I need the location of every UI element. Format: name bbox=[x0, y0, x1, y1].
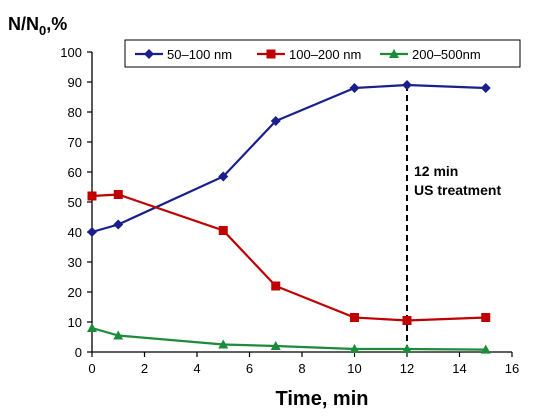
data-point-marker bbox=[402, 316, 412, 325]
x-tick-label: 8 bbox=[298, 361, 305, 376]
series-line bbox=[91, 193, 486, 322]
y-axis-label: N/N0,% bbox=[8, 14, 67, 38]
x-tick-label: 2 bbox=[141, 361, 148, 376]
y-tick-label: 20 bbox=[68, 285, 82, 300]
y-tick-label: 50 bbox=[68, 195, 82, 210]
series-line bbox=[91, 326, 486, 351]
data-point-marker bbox=[480, 344, 491, 354]
data-point-marker bbox=[87, 191, 97, 201]
data-point-marker bbox=[113, 219, 124, 230]
x-tick-label: 12 bbox=[400, 361, 414, 376]
data-point-marker bbox=[481, 313, 491, 322]
series-group bbox=[87, 80, 491, 237]
data-point-marker bbox=[389, 49, 399, 58]
x-tick-label: 0 bbox=[88, 361, 95, 376]
x-tick-label: 14 bbox=[452, 361, 466, 376]
data-point-marker bbox=[349, 83, 360, 93]
legend-box bbox=[124, 39, 521, 68]
x-tick-label: 10 bbox=[347, 361, 361, 376]
data-point-marker bbox=[402, 344, 412, 353]
data-point-marker bbox=[218, 226, 228, 235]
data-point-marker bbox=[144, 49, 154, 59]
legend-label: 50–100 nm bbox=[167, 47, 232, 62]
legend-label: 200–500nm bbox=[412, 47, 481, 62]
data-point-marker bbox=[87, 323, 97, 332]
data-point-marker bbox=[218, 339, 229, 349]
y-tick-label: 30 bbox=[68, 255, 82, 270]
y-tick-label: 100 bbox=[60, 45, 82, 60]
legend-label: 100–200 nm bbox=[289, 47, 361, 62]
data-point-marker bbox=[270, 116, 281, 126]
series-group bbox=[87, 323, 491, 354]
series-line bbox=[91, 83, 486, 234]
series-group bbox=[87, 190, 491, 325]
y-axis-label-subscript: 0 bbox=[39, 23, 46, 38]
y-tick-label: 80 bbox=[68, 105, 82, 120]
data-point-marker bbox=[402, 80, 412, 90]
data-point-marker bbox=[266, 49, 276, 59]
annotation-text: 12 min bbox=[414, 163, 458, 179]
data-point-marker bbox=[113, 190, 123, 199]
y-tick-label: 10 bbox=[68, 315, 82, 330]
data-point-marker bbox=[349, 344, 360, 353]
y-tick-label: 0 bbox=[75, 345, 82, 360]
x-tick-label: 16 bbox=[505, 361, 519, 376]
data-point-marker bbox=[480, 83, 491, 93]
y-tick-label: 40 bbox=[68, 225, 82, 240]
data-point-marker bbox=[87, 227, 97, 237]
data-point-marker bbox=[113, 330, 124, 340]
x-tick-label: 4 bbox=[193, 361, 200, 376]
data-point-marker bbox=[270, 341, 281, 350]
data-point-marker bbox=[218, 171, 229, 182]
x-axis-label: Time, min bbox=[276, 388, 369, 410]
data-point-marker bbox=[350, 313, 359, 322]
annotation-text: US treatment bbox=[414, 182, 501, 198]
legend: 50–100 nm 100–200 nm 200–500nm bbox=[124, 39, 521, 68]
y-tick-label: 70 bbox=[68, 135, 82, 150]
y-tick-label: 60 bbox=[68, 165, 82, 180]
x-tick-label: 6 bbox=[246, 361, 253, 376]
data-point-marker bbox=[271, 281, 281, 291]
y-tick-label: 90 bbox=[68, 75, 82, 90]
